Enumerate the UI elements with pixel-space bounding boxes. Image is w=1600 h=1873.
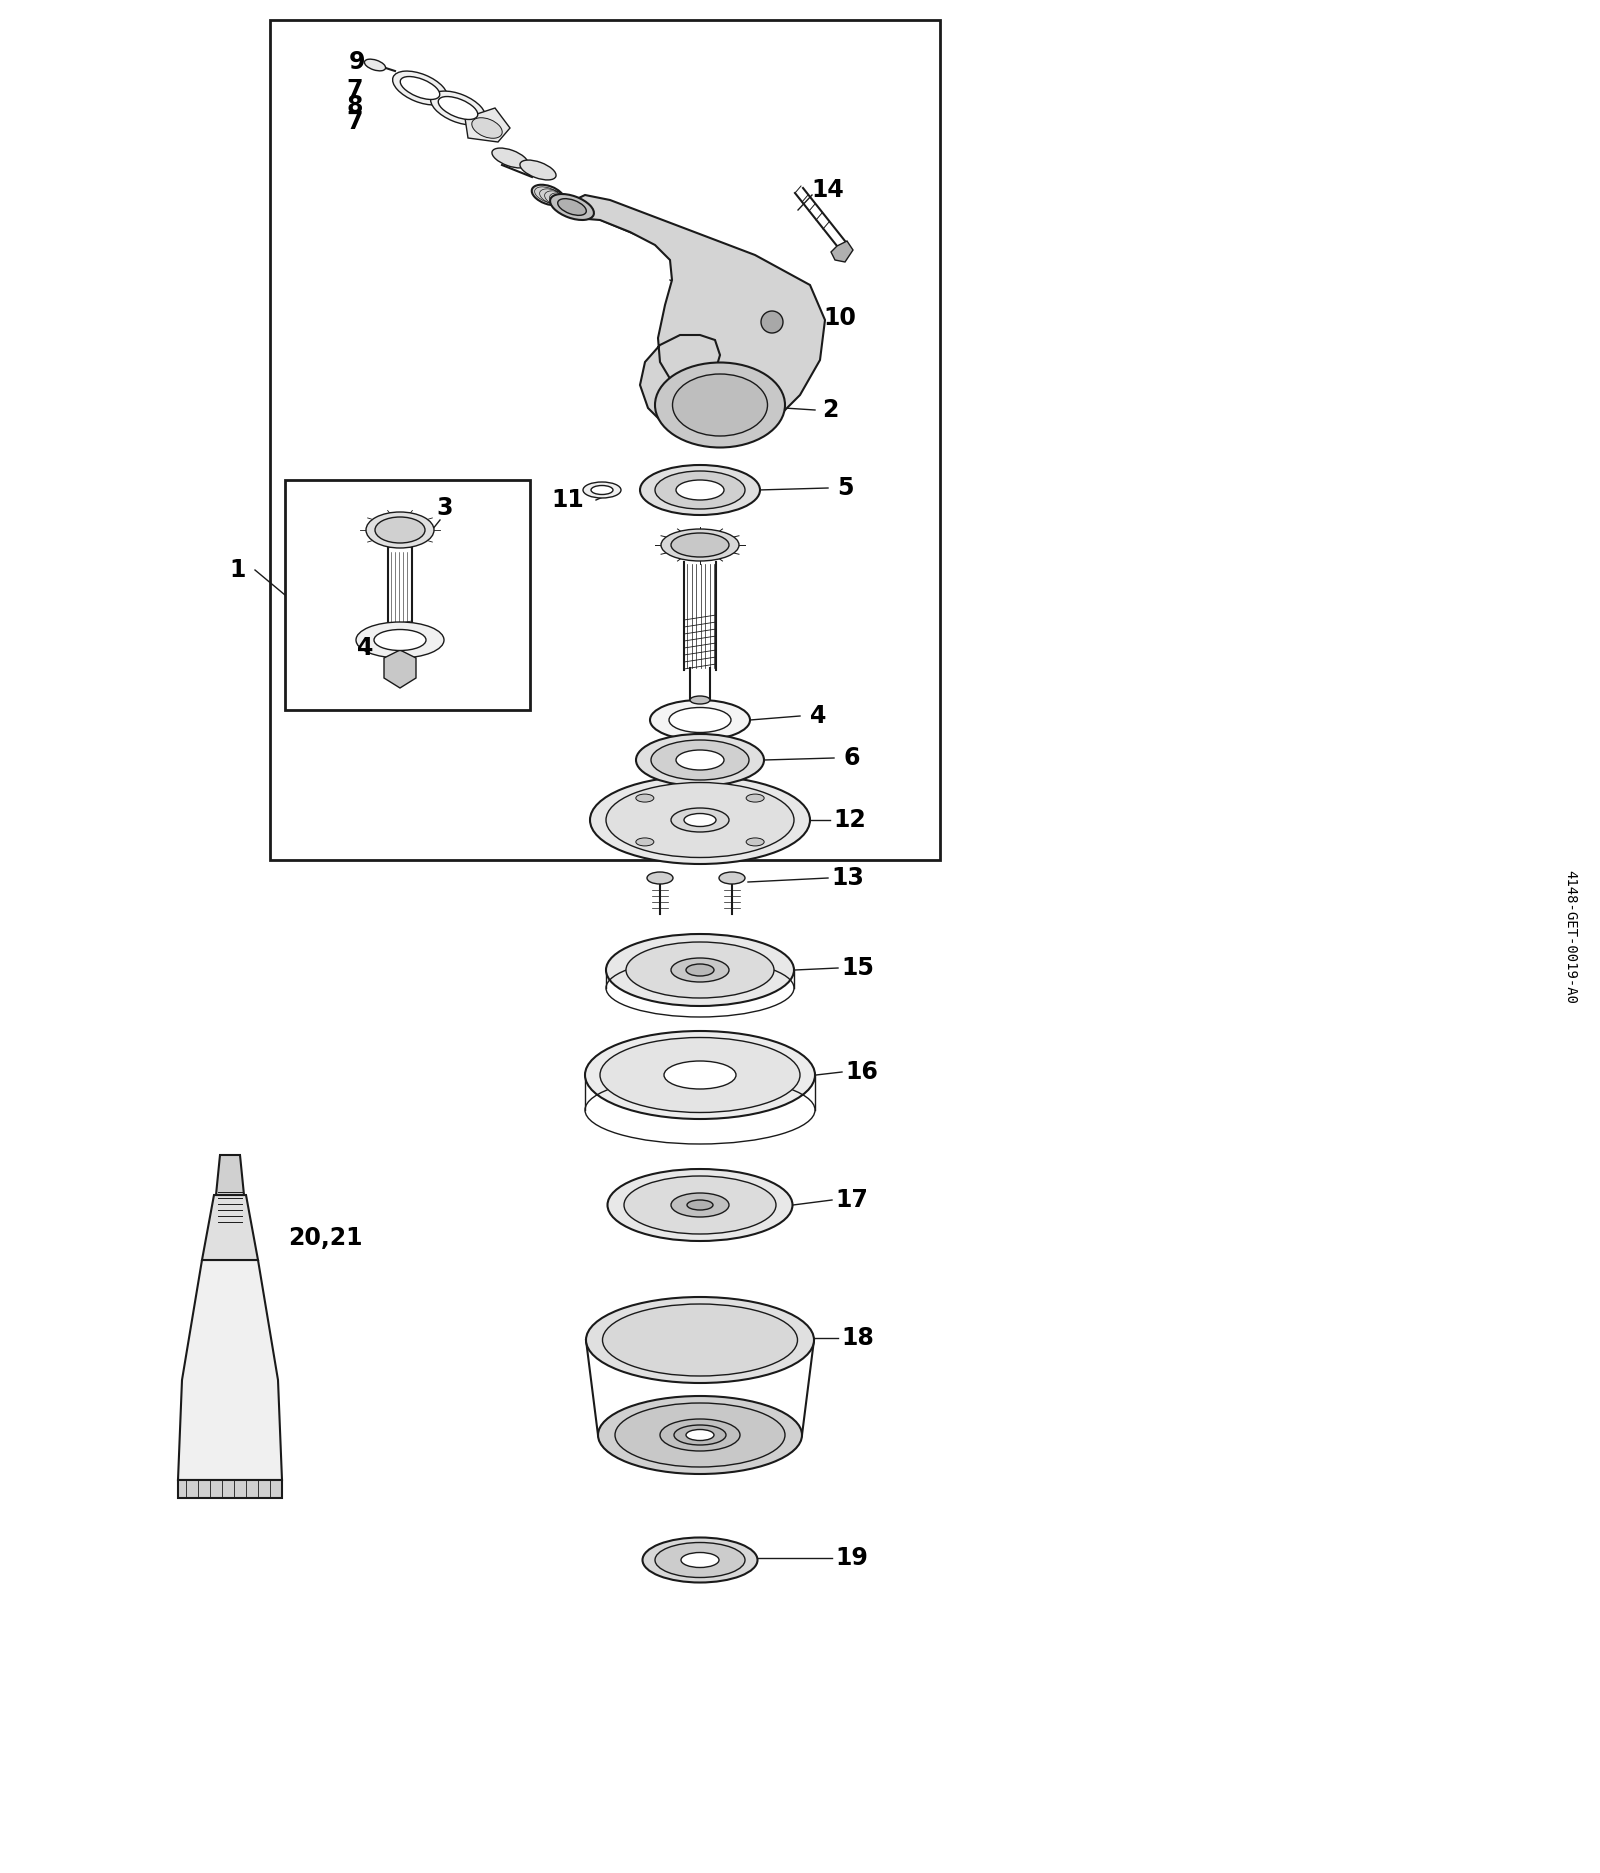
Text: 12: 12 [834, 807, 866, 832]
Text: 14: 14 [811, 178, 845, 202]
Ellipse shape [674, 1425, 726, 1444]
Ellipse shape [392, 71, 448, 105]
Ellipse shape [675, 749, 723, 770]
Ellipse shape [558, 199, 586, 215]
Text: 7: 7 [347, 79, 363, 101]
Ellipse shape [374, 629, 426, 650]
Text: 4148-GET-0019-A0: 4148-GET-0019-A0 [1563, 869, 1578, 1004]
Ellipse shape [762, 311, 782, 333]
Ellipse shape [624, 1176, 776, 1234]
Ellipse shape [672, 375, 768, 436]
Ellipse shape [675, 479, 723, 500]
Polygon shape [830, 242, 853, 262]
Text: 18: 18 [842, 1326, 875, 1350]
Ellipse shape [670, 1193, 730, 1217]
Text: 7: 7 [347, 111, 363, 135]
Ellipse shape [646, 873, 674, 884]
Ellipse shape [670, 807, 730, 832]
Text: 13: 13 [832, 865, 864, 890]
Ellipse shape [654, 363, 786, 448]
Ellipse shape [400, 77, 440, 99]
Ellipse shape [606, 935, 794, 1006]
Ellipse shape [586, 1296, 814, 1382]
Ellipse shape [355, 622, 445, 657]
Ellipse shape [635, 794, 654, 802]
Text: 15: 15 [842, 955, 875, 980]
Ellipse shape [643, 1538, 757, 1583]
Ellipse shape [520, 159, 557, 180]
Polygon shape [178, 1261, 282, 1480]
Ellipse shape [374, 517, 426, 543]
Text: 3: 3 [437, 496, 453, 521]
Text: 11: 11 [552, 489, 584, 511]
Text: 4: 4 [810, 704, 826, 729]
Ellipse shape [600, 1038, 800, 1113]
Text: 10: 10 [824, 305, 856, 330]
Text: 17: 17 [835, 1187, 869, 1212]
Ellipse shape [472, 118, 502, 139]
Ellipse shape [661, 1420, 739, 1452]
Ellipse shape [491, 148, 528, 169]
Ellipse shape [640, 465, 760, 515]
Ellipse shape [598, 1395, 802, 1474]
Ellipse shape [746, 837, 765, 847]
Ellipse shape [670, 957, 730, 981]
Ellipse shape [590, 775, 810, 863]
Polygon shape [178, 1480, 282, 1498]
Text: 16: 16 [845, 1060, 878, 1084]
Ellipse shape [430, 92, 485, 125]
Ellipse shape [718, 873, 746, 884]
Text: 4: 4 [357, 637, 373, 659]
Ellipse shape [438, 97, 478, 120]
Ellipse shape [682, 1553, 718, 1568]
Text: 9: 9 [349, 51, 365, 75]
Text: 1: 1 [230, 558, 246, 583]
Ellipse shape [664, 1060, 736, 1088]
Ellipse shape [650, 701, 750, 740]
Ellipse shape [669, 708, 731, 732]
Ellipse shape [635, 837, 654, 847]
Text: 5: 5 [837, 476, 853, 500]
Ellipse shape [626, 942, 774, 998]
Ellipse shape [606, 783, 794, 858]
Ellipse shape [685, 813, 717, 826]
Ellipse shape [590, 485, 613, 494]
Ellipse shape [651, 740, 749, 779]
Ellipse shape [686, 1201, 714, 1210]
Text: 6: 6 [843, 745, 861, 770]
Ellipse shape [366, 511, 434, 549]
Ellipse shape [661, 528, 739, 562]
Text: 19: 19 [835, 1545, 869, 1570]
Ellipse shape [365, 60, 386, 71]
Polygon shape [202, 1195, 258, 1261]
Ellipse shape [608, 1169, 792, 1242]
Ellipse shape [586, 1030, 814, 1118]
Ellipse shape [690, 697, 710, 704]
Text: 8: 8 [347, 94, 363, 118]
Ellipse shape [582, 481, 621, 498]
Polygon shape [384, 650, 416, 687]
Ellipse shape [531, 185, 565, 206]
Ellipse shape [603, 1304, 797, 1377]
Ellipse shape [637, 734, 765, 787]
Polygon shape [466, 109, 510, 142]
Ellipse shape [654, 470, 746, 509]
Polygon shape [216, 1156, 243, 1195]
Ellipse shape [614, 1403, 786, 1467]
Ellipse shape [686, 965, 714, 976]
Text: 2: 2 [822, 397, 838, 421]
Ellipse shape [654, 1543, 746, 1577]
Ellipse shape [670, 534, 730, 556]
Ellipse shape [746, 794, 765, 802]
Ellipse shape [686, 1429, 714, 1440]
Polygon shape [558, 195, 826, 435]
Ellipse shape [550, 195, 594, 219]
Text: 20,21: 20,21 [288, 1227, 362, 1249]
